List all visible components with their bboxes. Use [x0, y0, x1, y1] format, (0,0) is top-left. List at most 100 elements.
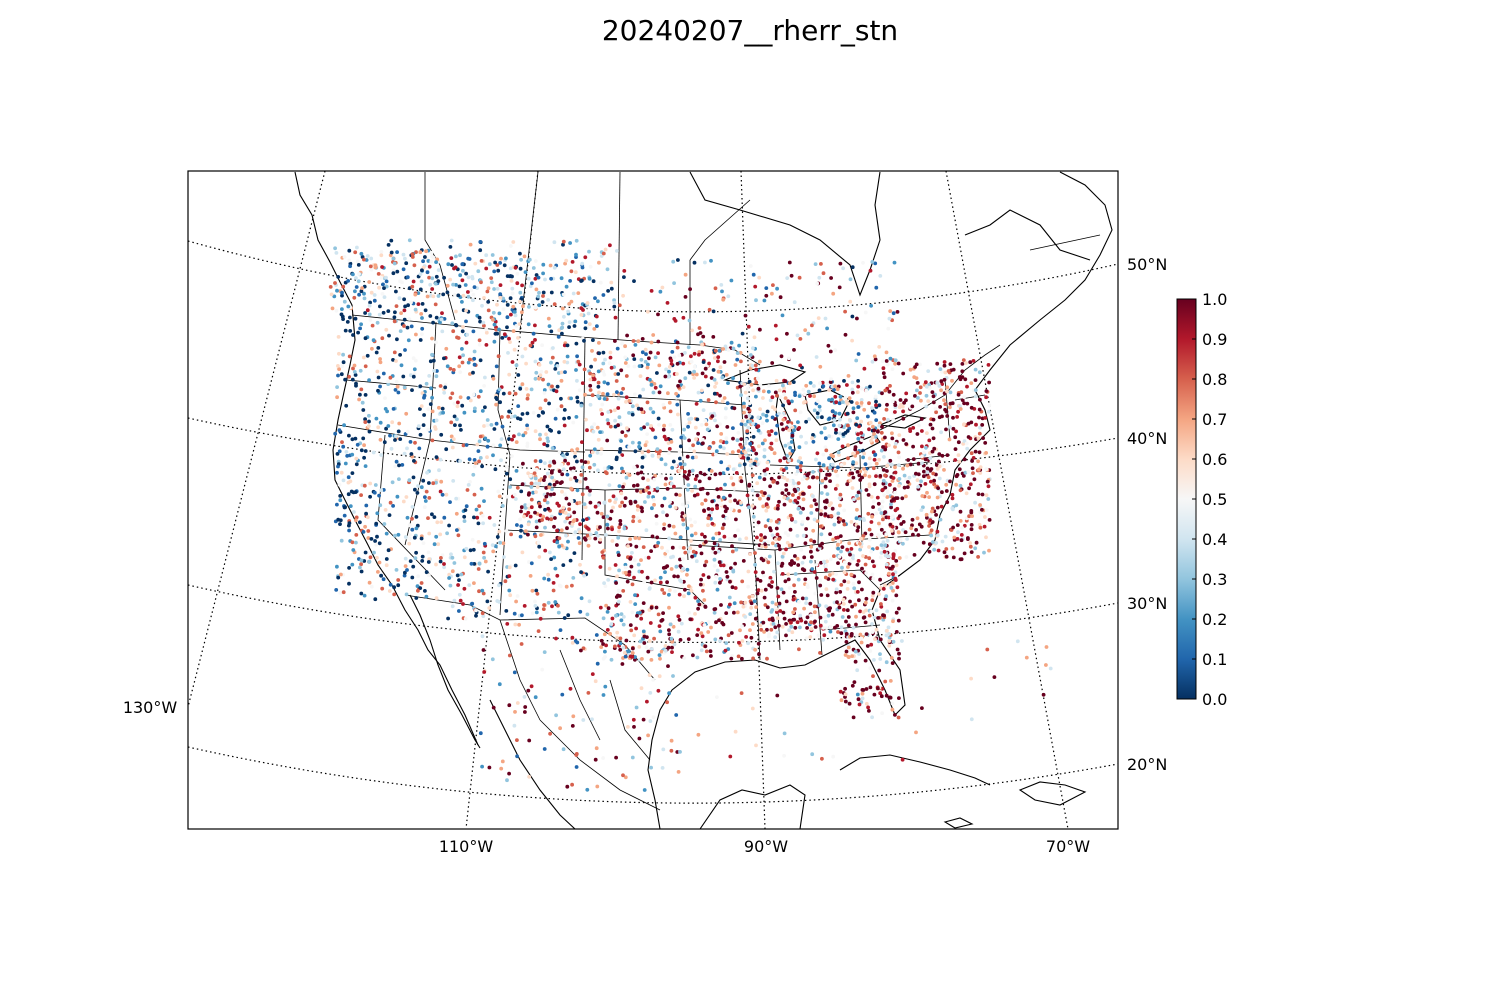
station-point	[410, 388, 414, 392]
station-point	[639, 558, 643, 562]
station-point	[469, 561, 474, 566]
station-point	[815, 475, 820, 480]
station-point	[583, 537, 588, 542]
station-point	[797, 275, 802, 280]
station-point	[426, 259, 431, 263]
station-point	[925, 466, 930, 471]
station-point	[637, 519, 642, 523]
station-point	[939, 388, 943, 393]
station-point	[569, 486, 574, 491]
station-point	[718, 471, 723, 476]
station-point	[671, 259, 676, 264]
station-point	[929, 528, 934, 533]
station-point	[712, 557, 717, 562]
station-point	[631, 646, 635, 651]
station-point	[748, 628, 752, 632]
station-point	[533, 338, 537, 342]
station-point	[787, 356, 791, 361]
station-point	[720, 289, 724, 294]
station-point	[977, 431, 982, 436]
station-point	[692, 364, 697, 369]
station-point	[477, 589, 481, 594]
station-point	[362, 257, 366, 262]
station-point	[590, 393, 595, 398]
station-point	[924, 404, 928, 409]
station-point	[609, 657, 614, 662]
station-point	[944, 409, 949, 414]
station-point	[962, 401, 966, 406]
station-point	[751, 514, 756, 519]
station-point	[957, 459, 962, 464]
station-point	[651, 390, 656, 395]
station-point	[714, 449, 719, 454]
station-point	[881, 366, 886, 371]
station-point	[810, 567, 815, 571]
station-point	[882, 613, 886, 618]
station-point	[398, 437, 403, 441]
station-point	[870, 572, 875, 577]
station-point	[828, 349, 833, 354]
station-point	[757, 275, 762, 280]
station-point	[775, 423, 780, 428]
station-point	[518, 386, 523, 391]
station-point	[758, 327, 762, 332]
station-point	[458, 253, 462, 258]
station-point	[805, 615, 810, 620]
station-point	[342, 255, 347, 259]
station-point	[392, 592, 397, 597]
station-point	[507, 437, 511, 441]
station-point	[861, 615, 866, 620]
station-point	[542, 576, 547, 581]
station-point	[578, 530, 582, 534]
station-point	[854, 461, 859, 466]
station-point	[421, 423, 426, 427]
station-point	[802, 555, 807, 560]
station-point	[405, 275, 410, 280]
station-point	[950, 378, 954, 383]
station-point	[556, 335, 561, 339]
station-point	[648, 691, 653, 695]
station-point	[601, 391, 605, 396]
station-point	[339, 470, 344, 475]
station-point	[347, 258, 352, 263]
station-point	[935, 495, 940, 500]
station-point	[675, 750, 680, 754]
station-point	[880, 505, 884, 509]
graticule	[188, 171, 1118, 829]
station-point	[893, 508, 898, 513]
station-point	[758, 383, 763, 388]
station-point	[350, 452, 355, 457]
station-point	[765, 539, 770, 544]
station-point	[461, 325, 465, 329]
station-point	[983, 515, 987, 519]
station-point	[870, 514, 874, 519]
station-point	[372, 490, 377, 495]
station-point	[578, 562, 582, 567]
station-point	[854, 358, 859, 363]
station-point	[436, 279, 441, 283]
station-point	[897, 455, 901, 460]
station-point	[676, 614, 681, 619]
station-point	[749, 635, 754, 640]
station-point	[492, 287, 496, 291]
station-point	[867, 401, 871, 406]
station-point	[807, 417, 811, 422]
station-point	[622, 650, 627, 655]
station-point	[391, 358, 395, 362]
station-point	[978, 397, 982, 402]
station-point	[534, 481, 538, 486]
station-point	[442, 275, 446, 280]
station-point	[922, 474, 926, 479]
hispaniola	[1018, 781, 1087, 806]
station-point	[757, 652, 761, 657]
station-point	[657, 390, 662, 395]
station-point	[840, 400, 845, 404]
station-point	[743, 313, 748, 318]
station-point	[825, 326, 829, 331]
station-point	[352, 363, 357, 368]
station-point	[623, 344, 627, 349]
station-point	[830, 462, 835, 467]
station-point	[397, 477, 401, 481]
station-point	[396, 532, 401, 537]
station-point	[737, 640, 741, 645]
